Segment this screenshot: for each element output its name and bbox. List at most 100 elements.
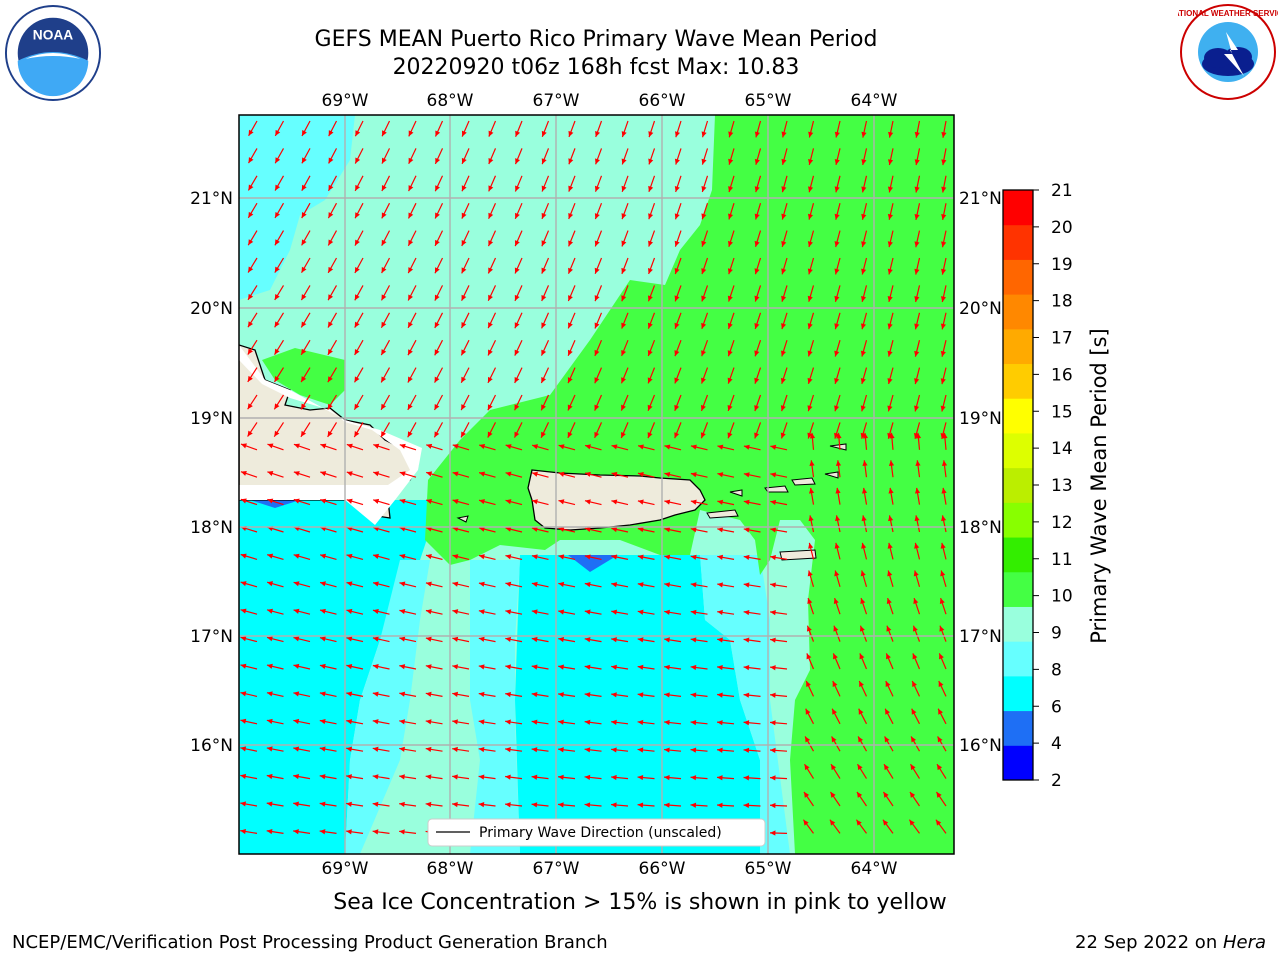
wave-arrow-head [267,498,274,504]
wave-arrow-head [941,268,947,275]
colorbar-segment [1003,224,1033,260]
wave-arrow-head [568,158,574,165]
wave-arrow-head [293,801,299,807]
wave-arrow-head [346,663,353,670]
wave-arrow-head [834,131,840,138]
wave-arrow-head [452,554,459,560]
wave-arrow-head [834,268,840,275]
wave-arrow-head [478,664,485,670]
wave-arrow-head [541,130,547,137]
wave-arrow-head [834,295,840,302]
footer-date: 22 Sep 2022 on Hera [1075,932,1266,953]
wave-arrow-head [674,131,680,138]
wave-arrow-head [293,581,300,587]
wave-arrow-head [487,404,493,411]
wave-arrow-head [515,130,521,137]
wave-arrow-head [515,158,520,165]
wave-arrow-head [293,691,300,697]
wave-arrow-head [248,184,254,191]
wave-arrow-head [754,158,760,165]
wave-arrow-head [354,266,360,273]
wave-arrow-head [584,526,591,533]
wave-arrow-head [717,609,723,616]
wave-arrow-head [452,664,459,670]
wave-arrow-head [621,185,627,192]
wave-arrow-head [487,431,493,438]
lon-label: 67°W [533,91,580,111]
wave-arrow-head [531,581,538,587]
wave-arrow-head [754,405,760,412]
wave-arrow-head [320,581,326,587]
wave-arrow-head [558,526,565,532]
wave-arrow-head [327,348,333,355]
wave-arrow-head [859,653,865,660]
wave-arrow-head [859,625,865,632]
wave-arrow-head [674,350,680,357]
wave-arrow-head [275,184,281,191]
wave-arrow-head [558,692,564,698]
wave-arrow-head [648,240,653,247]
wave-arrow-head [637,774,644,781]
wave-arrow-head [887,405,893,412]
wave-arrow-head [275,157,281,164]
wave-arrow-head [479,471,486,477]
wave-arrow-head [914,131,920,138]
wave-arrow-head [568,322,573,329]
wave-arrow-head [754,350,760,357]
wave-arrow-head [728,213,734,220]
wave-arrow-head [267,581,274,587]
wave-arrow-head [407,403,413,410]
wave-arrow-head [770,692,776,698]
wave-arrow-head [584,637,591,643]
wave-arrow-head [240,746,247,752]
wave-arrow-head [461,239,467,246]
wave-arrow-head [531,636,538,643]
lat-label: 16°N [190,736,233,756]
wave-arrow-head [452,801,458,808]
wave-arrow-head [717,527,724,533]
noaa-logo-text: NOAA [33,27,73,42]
wave-arrow-head [594,349,600,356]
wave-arrow-head [911,708,917,715]
wave-arrow-head [664,802,670,808]
wave-arrow-head [884,736,890,743]
wave-arrow-head [274,321,280,328]
wave-arrow-head [328,321,333,328]
wave-arrow-head [399,691,406,697]
wave-arrow-head [541,185,547,192]
wave-arrow-head [717,692,723,698]
wave-arrow-head [328,130,334,137]
wave-arrow-head [700,432,706,439]
wave-arrow-head [701,295,707,302]
wave-arrow-head [701,213,707,220]
wave-arrow-head [488,185,494,192]
wave-arrow-head [267,608,273,614]
wave-arrow-head [690,472,697,478]
wave-arrow-head [664,637,670,643]
wave-arrow-head [647,432,653,439]
wave-arrow-head [541,377,547,384]
wave-arrow-head [858,736,864,743]
colorbar-segment [1003,432,1033,469]
wave-arrow-head [531,554,538,560]
colorbar-segment [1003,259,1033,295]
lon-label: 66°W [639,859,686,879]
wave-arrow-head [461,404,466,411]
wave-arrow-head [940,378,946,385]
wave-arrow-head [320,553,327,559]
wave-arrow-head [664,527,671,533]
wave-arrow-head [327,376,333,383]
wave-arrow-head [267,636,273,642]
wave-arrow-head [914,186,920,193]
wave-arrow-head [381,184,387,191]
wave-arrow-head [373,498,380,504]
wave-arrow-head [293,636,300,642]
wave-arrow-head [399,664,406,670]
wave-arrow-head [381,157,387,164]
wave-arrow-head [836,432,842,439]
wave-arrow-head [266,773,273,780]
wave-arrow-head [346,746,353,752]
wave-arrow-head [505,719,511,725]
wave-arrow-head [531,692,538,698]
colorbar-tick-label: 21 [1051,181,1073,201]
